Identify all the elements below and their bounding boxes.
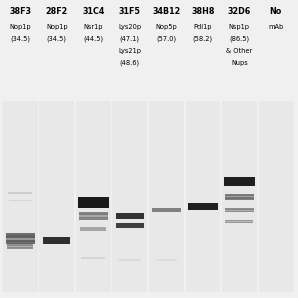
Bar — [7, 243, 33, 249]
Text: (44.5): (44.5) — [83, 36, 103, 42]
Bar — [6, 233, 35, 244]
Text: Nsr1p: Nsr1p — [84, 24, 103, 30]
Text: 31C4: 31C4 — [82, 7, 105, 16]
Bar — [225, 209, 254, 210]
Bar — [226, 221, 253, 222]
Bar — [7, 245, 33, 248]
Bar — [116, 213, 144, 219]
Bar — [149, 101, 184, 292]
Text: Pdi1p: Pdi1p — [194, 24, 212, 30]
Text: mAb: mAb — [268, 24, 283, 30]
Bar — [225, 196, 254, 197]
Bar — [225, 209, 254, 210]
Text: Nups: Nups — [231, 60, 248, 66]
Bar — [9, 200, 32, 201]
Text: (47.1): (47.1) — [120, 36, 140, 42]
Bar — [224, 177, 255, 186]
Text: 38F3: 38F3 — [9, 7, 31, 16]
Bar — [79, 213, 108, 218]
Bar — [113, 101, 147, 292]
Text: (58.2): (58.2) — [193, 36, 213, 42]
Bar — [225, 208, 254, 212]
Bar — [225, 196, 254, 197]
Text: 31F5: 31F5 — [119, 7, 141, 16]
Bar — [6, 235, 35, 242]
Bar — [79, 212, 108, 220]
Bar — [226, 220, 253, 223]
Text: 34B12: 34B12 — [152, 7, 181, 16]
Text: (57.0): (57.0) — [156, 36, 176, 42]
Bar — [43, 237, 70, 244]
Bar — [226, 221, 253, 222]
Bar — [3, 101, 38, 292]
Text: 28F2: 28F2 — [46, 7, 68, 16]
Text: (34.5): (34.5) — [47, 36, 67, 42]
Bar — [8, 192, 32, 194]
Bar — [39, 101, 74, 292]
Bar — [226, 220, 253, 224]
Bar — [188, 203, 218, 209]
Bar — [80, 227, 106, 231]
Text: Lys21p: Lys21p — [118, 48, 141, 54]
Bar — [6, 235, 35, 242]
Bar — [185, 101, 220, 292]
Bar — [156, 259, 177, 260]
Bar — [225, 209, 254, 212]
Text: & Other: & Other — [226, 48, 252, 54]
Bar — [116, 223, 144, 228]
Bar — [222, 101, 257, 292]
Bar — [78, 197, 109, 208]
Bar — [225, 194, 254, 200]
Bar — [6, 238, 35, 240]
Bar — [225, 195, 254, 198]
Text: No: No — [270, 7, 282, 16]
Bar — [79, 213, 108, 218]
Bar — [76, 101, 111, 292]
Bar — [81, 257, 105, 259]
Text: 32D6: 32D6 — [228, 7, 251, 16]
Bar — [258, 101, 293, 292]
Text: Nop1p: Nop1p — [10, 24, 31, 30]
Bar — [225, 195, 254, 198]
Bar — [6, 238, 35, 240]
Bar — [79, 215, 108, 217]
Bar — [225, 209, 254, 212]
Bar — [7, 245, 33, 248]
Text: Nop1p: Nop1p — [46, 24, 68, 30]
Bar — [7, 246, 33, 247]
Text: Lys20p: Lys20p — [118, 24, 142, 30]
Bar — [119, 259, 141, 260]
Text: (34.5): (34.5) — [10, 36, 30, 42]
Bar — [226, 220, 253, 223]
Bar — [79, 215, 108, 217]
Text: (48.6): (48.6) — [120, 60, 140, 66]
Text: 38H8: 38H8 — [191, 7, 215, 16]
Text: Nop5p: Nop5p — [156, 24, 177, 30]
Bar — [152, 208, 181, 212]
Text: (86.5): (86.5) — [229, 36, 249, 42]
Text: Nsp1p: Nsp1p — [229, 24, 250, 30]
Bar — [7, 246, 33, 247]
